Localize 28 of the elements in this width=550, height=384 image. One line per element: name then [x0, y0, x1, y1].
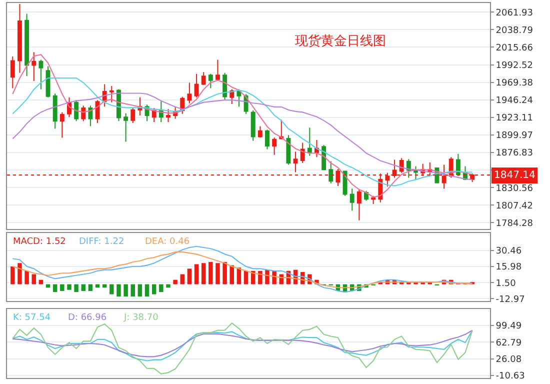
y-tick-label: 15.98: [496, 262, 522, 273]
y-tick-label: 62.79: [496, 338, 522, 348]
y-tick-label: 1946.24: [496, 96, 534, 106]
y-tick-label: 30.46: [496, 246, 522, 256]
annotation: J: 38.70: [123, 313, 159, 323]
annotation: MACD: 1.52: [13, 237, 66, 247]
y-tick-label: 1.50: [496, 278, 516, 289]
y-tick-label: 1969.38: [496, 78, 534, 88]
y-tick-label: 1899.97: [496, 131, 534, 142]
y-tick-label: 2015.66: [496, 43, 534, 54]
y-tick-label: -12.97: [496, 294, 525, 305]
y-tick-label: 2038.79: [496, 26, 534, 36]
y-tick-label: 99.49: [496, 322, 522, 332]
y-tick-label: 26.08: [496, 355, 522, 366]
y-tick-label: 2061.93: [496, 8, 534, 18]
annotation: DEA: 0.46: [145, 237, 190, 247]
annotation: DIFF: 1.22: [79, 237, 124, 247]
y-tick-label: 1876.83: [496, 148, 534, 159]
y-tick-label: 1807.42: [496, 201, 534, 212]
y-tick-label: 1923.11: [496, 114, 534, 124]
y-tick-label: 1830.56: [496, 184, 534, 194]
annotation: D: 66.96: [68, 313, 107, 323]
y-tick-label: -10.63: [496, 372, 525, 382]
y-tick-label: 1992.52: [496, 60, 534, 71]
ref-line-label: 1847.14: [494, 170, 536, 181]
annotation: K: 57.54: [13, 313, 51, 323]
text: 现货黄金日线图: [295, 34, 386, 49]
y-tick-label: 1784.28: [496, 218, 534, 229]
